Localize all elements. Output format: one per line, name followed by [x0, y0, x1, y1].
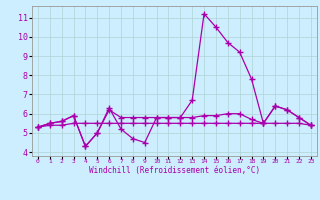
X-axis label: Windchill (Refroidissement éolien,°C): Windchill (Refroidissement éolien,°C)	[89, 166, 260, 175]
